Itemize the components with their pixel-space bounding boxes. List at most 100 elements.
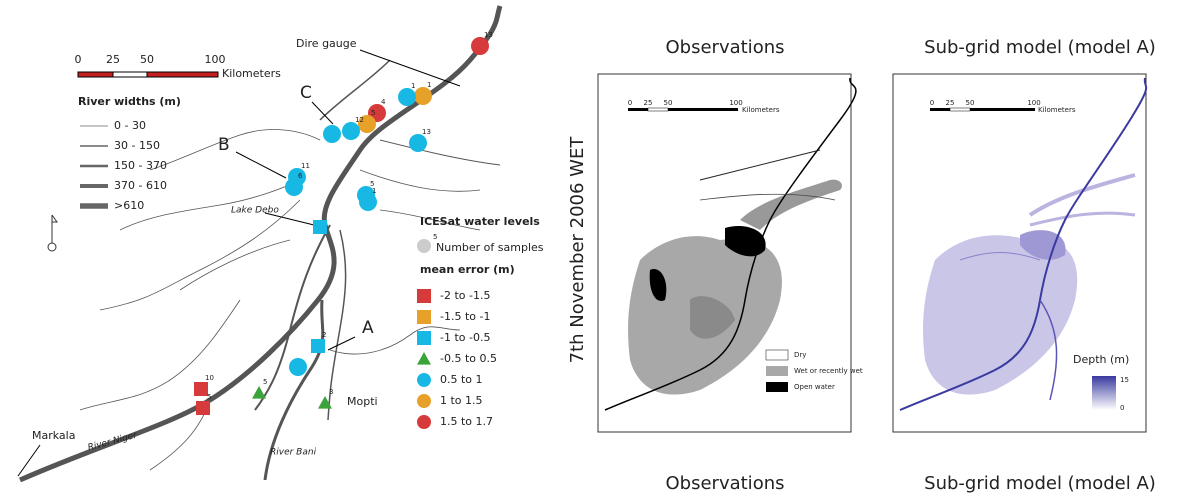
scale-segment bbox=[78, 72, 113, 77]
scale-unit: Kilometers bbox=[1038, 106, 1076, 114]
place-label: B bbox=[218, 135, 230, 155]
panel-title: Observations bbox=[666, 473, 785, 494]
symbol bbox=[417, 352, 431, 365]
legend-label: 0 - 30 bbox=[114, 119, 146, 132]
figure: 0 25 50 100 Kilometers River widths (m) … bbox=[0, 0, 1178, 497]
legend-label: 1 to 1.5 bbox=[440, 394, 483, 407]
place-label: C bbox=[300, 83, 312, 103]
site-count: 1 bbox=[427, 81, 431, 89]
legend-swatch bbox=[766, 366, 788, 376]
site-count: 1 bbox=[411, 82, 415, 90]
legend-swatch bbox=[766, 382, 788, 392]
scale-segment bbox=[648, 108, 668, 111]
legend-swatch bbox=[766, 350, 788, 360]
legend-label: 0.5 to 1 bbox=[440, 373, 483, 386]
site-count: 5 bbox=[207, 393, 211, 401]
scale-segment bbox=[628, 108, 648, 111]
legend-label: 150 - 370 bbox=[114, 159, 167, 172]
panel-title: Observations bbox=[666, 37, 785, 58]
colorbar-label: 15 bbox=[1120, 376, 1129, 384]
site-count: 3 bbox=[329, 388, 333, 396]
scale-unit: Kilometers bbox=[222, 67, 281, 80]
place-label: River Niger bbox=[87, 430, 139, 453]
place-label: Markala bbox=[32, 429, 75, 442]
site-count: 11 bbox=[301, 162, 310, 170]
site-count: 12 bbox=[355, 116, 364, 124]
side-label: 7th November 2006 WET bbox=[567, 136, 588, 364]
scale-tick: 100 bbox=[729, 99, 742, 107]
symbol bbox=[323, 125, 341, 143]
scale-segment bbox=[668, 108, 738, 111]
pointer bbox=[312, 102, 333, 124]
site-count: 10 bbox=[205, 374, 214, 382]
legend-label: 370 - 610 bbox=[114, 179, 167, 192]
scale-tick: 0 bbox=[930, 99, 934, 107]
place-label: Mopti bbox=[347, 395, 378, 408]
legend-label: Open water bbox=[794, 383, 835, 391]
width-legend: 0 - 30 30 - 150 150 - 370 370 - 610 >610 bbox=[80, 119, 167, 212]
legend-label: -2 to -1.5 bbox=[440, 289, 490, 302]
site-count: 2 bbox=[322, 331, 326, 339]
legend-label: Number of samples bbox=[436, 241, 544, 254]
symbol bbox=[398, 88, 416, 106]
symbol bbox=[194, 382, 208, 396]
place-label: Dire gauge bbox=[296, 37, 357, 50]
scale-segment bbox=[113, 72, 147, 77]
symbol bbox=[471, 37, 489, 55]
depth-colorbar bbox=[1092, 376, 1116, 410]
scale-tick: 25 bbox=[644, 99, 653, 107]
scale-tick: 50 bbox=[664, 99, 673, 107]
place-label: River Bani bbox=[270, 448, 317, 458]
scale-tick: 0 bbox=[75, 53, 82, 66]
legend-label: -1 to -0.5 bbox=[440, 331, 490, 344]
legend-example: 5 bbox=[433, 233, 437, 241]
scale-unit: Kilometers bbox=[742, 106, 780, 114]
legend-label: Dry bbox=[794, 351, 806, 359]
legend-label: 1.5 to 1.7 bbox=[440, 415, 493, 428]
site-count: 13 bbox=[484, 31, 493, 39]
scale-segment bbox=[147, 72, 218, 77]
legend-symbol bbox=[417, 239, 431, 253]
symbol bbox=[417, 394, 431, 408]
pointer bbox=[360, 50, 460, 86]
site-count: 4 bbox=[381, 98, 386, 106]
scale-segment bbox=[930, 108, 950, 111]
legend-label: 30 - 150 bbox=[114, 139, 160, 152]
symbol bbox=[285, 178, 303, 196]
site-count: 1 bbox=[372, 187, 376, 195]
symbol bbox=[417, 373, 431, 387]
legend-title: Depth (m) bbox=[1073, 353, 1129, 366]
site-count: 6 bbox=[298, 172, 303, 180]
panel-title: Sub-grid model (model A) bbox=[924, 473, 1156, 494]
symbol bbox=[252, 386, 266, 399]
symbol bbox=[417, 331, 431, 345]
scale-segment bbox=[970, 108, 1035, 111]
symbol bbox=[359, 193, 377, 211]
scale-tick: 50 bbox=[966, 99, 975, 107]
symbol bbox=[409, 134, 427, 152]
place-label: A bbox=[362, 318, 374, 338]
symbol bbox=[342, 122, 360, 140]
symbol bbox=[313, 220, 327, 234]
symbol bbox=[417, 310, 431, 324]
north-arrow bbox=[48, 215, 57, 251]
symbol bbox=[289, 358, 307, 376]
legend-title: River widths (m) bbox=[78, 95, 181, 108]
error-legend: -2 to -1.5-1.5 to -1-1 to -0.5-0.5 to 0.… bbox=[417, 289, 497, 429]
scale-tick: 25 bbox=[106, 53, 120, 66]
legend-label: >610 bbox=[114, 199, 144, 212]
place-label: Lake Debo bbox=[231, 206, 279, 216]
pointer bbox=[236, 152, 286, 178]
symbol bbox=[311, 339, 325, 353]
scale-tick: 50 bbox=[140, 53, 154, 66]
scale-segment bbox=[950, 108, 970, 111]
symbol bbox=[417, 289, 431, 303]
site-count: 5 bbox=[371, 109, 375, 117]
legend-label: Wet or recently wet bbox=[794, 367, 863, 375]
scale-tick: 0 bbox=[628, 99, 632, 107]
page: { "left_map": { "scale_bar": {"ticks": [… bbox=[0, 0, 1178, 497]
panel-title: Sub-grid model (model A) bbox=[924, 37, 1156, 58]
legend-title: ICESat water levels bbox=[420, 215, 540, 228]
scale-tick: 100 bbox=[205, 53, 226, 66]
symbol bbox=[414, 87, 432, 105]
